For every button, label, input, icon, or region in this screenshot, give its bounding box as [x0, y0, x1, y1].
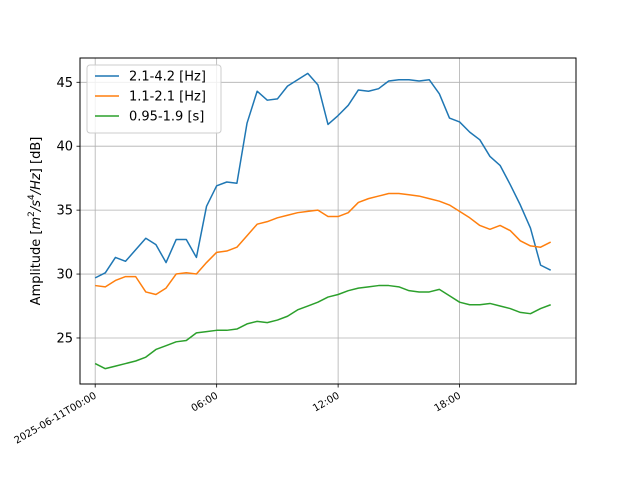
- grid-lines: [80, 58, 576, 384]
- series-line-1: [95, 192, 552, 296]
- legend-label-1: 1.1-2.1 [Hz]: [129, 90, 206, 105]
- y-axis-label: Amplitude [m2/s4/Hz] [dB]: [27, 137, 44, 306]
- y-tick-label: 45: [56, 76, 73, 91]
- series-lines: [94, 72, 552, 370]
- series-line-2: [94, 284, 551, 370]
- legend: 2.1-4.2 [Hz] 1.1-2.1 [Hz] 0.95-1.9 [s]: [86, 64, 222, 134]
- y-axis-ticks: 25 30 35 40 45: [56, 76, 80, 346]
- series-line-0: [94, 72, 552, 279]
- legend-label-2: 0.95-1.9 [s]: [129, 110, 204, 125]
- y-tick-label: 25: [56, 331, 73, 346]
- y-tick-label: 40: [56, 140, 73, 155]
- legend-box: [86, 64, 222, 134]
- y-tick-label: 35: [56, 204, 73, 219]
- y-tick-label: 30: [56, 268, 73, 283]
- legend-label-0: 2.1-4.2 [Hz]: [129, 70, 206, 85]
- plot-frame: [79, 57, 577, 385]
